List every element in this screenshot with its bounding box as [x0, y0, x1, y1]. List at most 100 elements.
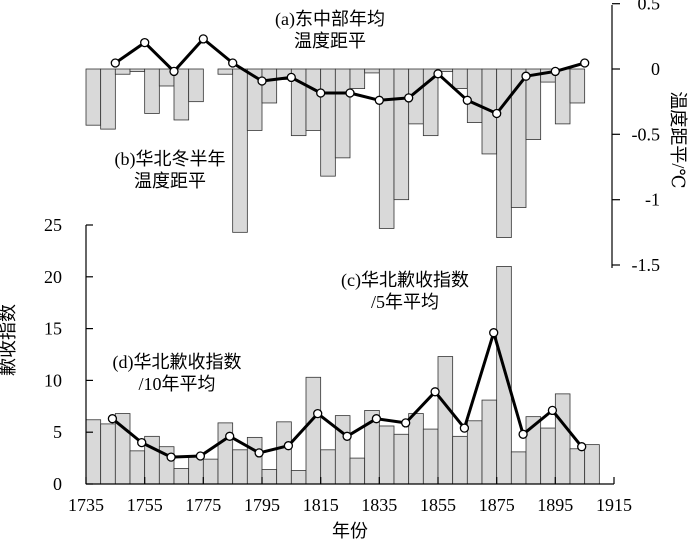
panel-c-point: [107, 414, 118, 424]
harvest-tick-label: 10: [44, 370, 62, 390]
panel-b-bar: [496, 68, 512, 238]
panel-b-bar: [569, 68, 586, 104]
panel-c-point: [547, 405, 558, 416]
panel-d-bar: [276, 421, 292, 485]
panel-b-bar: [114, 68, 131, 75]
panel-b-bar: [349, 68, 366, 90]
panel-d-bar: [334, 415, 351, 485]
panel-b-bar: [144, 68, 160, 114]
harvest-tick-label: 20: [44, 267, 62, 287]
year-tick-label: 1915: [596, 495, 632, 515]
panel-c-point: [430, 387, 440, 397]
panel-d-bar: [584, 444, 600, 485]
panel-b-label-2: 温度距平: [134, 171, 206, 191]
panel-d-bar: [290, 470, 307, 485]
panel-c-point: [371, 414, 382, 424]
panel-a-point: [580, 58, 590, 68]
panel-b-bar: [85, 68, 102, 126]
panel-c-point: [166, 452, 176, 462]
panel-d-bar: [378, 425, 395, 485]
panel-d-bar: [320, 449, 336, 485]
panel-d-bar: [85, 419, 102, 485]
panel-d-bar: [100, 423, 116, 485]
panel-c-point: [283, 441, 294, 451]
temperature-tick-label: 0.5: [638, 0, 661, 14]
panel-d-bar: [246, 436, 263, 485]
harvest-tick-label: 0: [53, 474, 62, 494]
harvest-axis-title: 歉收指数: [0, 304, 18, 376]
panel-b-bar: [334, 68, 351, 159]
panel-a-line: [110, 34, 590, 119]
panel-a-point: [433, 69, 443, 79]
panel-b-bar: [173, 68, 190, 121]
panel-b-bar: [466, 68, 483, 123]
panel-c-point: [401, 418, 411, 428]
panel-b-label-1: (b)华北冬半年: [115, 149, 226, 170]
year-tick-label: 1775: [185, 495, 221, 515]
temperature-tick-label: -1: [645, 190, 660, 210]
panel-d-bar: [437, 356, 454, 485]
panel-c-line: [107, 328, 587, 462]
year-tick-label: 1815: [303, 495, 339, 515]
panel-d-bar: [188, 456, 204, 485]
panel-a-point: [521, 71, 531, 81]
panel-c-label-1: (c)华北歉收指数: [341, 270, 469, 291]
harvest-tick-label: 5: [53, 422, 62, 442]
panel-d-bar: [510, 451, 527, 485]
panel-d-bar: [202, 458, 219, 485]
panel-b-bar: [320, 68, 336, 177]
panel-d-bar: [393, 433, 410, 485]
panel-a-point: [286, 72, 296, 83]
panel-c-point: [195, 451, 206, 461]
panel-b-bar: [393, 68, 410, 201]
panel-b-bar: [525, 68, 542, 140]
panel-d-bar: [232, 449, 248, 485]
panel-b-bar: [364, 68, 380, 74]
panel-d-bar: [173, 468, 190, 485]
panel-a-point: [140, 37, 150, 48]
panel-b-bar: [378, 68, 395, 229]
temperature-tick-label: -1.5: [632, 255, 661, 275]
year-tick-label: 1835: [361, 495, 397, 515]
panel-d-label-1: (d)华北歉收指数: [113, 352, 242, 373]
panel-a-point: [110, 58, 120, 68]
panel-d-bar: [569, 448, 586, 485]
panel-b-bar: [305, 68, 322, 131]
panel-d-bar: [408, 413, 424, 485]
panel-b-bar: [452, 68, 468, 90]
panel-a-point: [228, 58, 238, 68]
panel-a-point: [345, 88, 355, 98]
temperature-axis-title: 温度距平/℃: [668, 91, 688, 188]
year-tick-label: 1895: [537, 495, 573, 515]
panel-b-bar: [261, 68, 278, 104]
panel-b-bar: [422, 68, 439, 137]
panel-d-bar: [496, 266, 512, 485]
year-axis-title: 年份: [332, 521, 368, 541]
panel-d-bar: [305, 376, 322, 485]
panel-c-point: [254, 448, 264, 458]
panel-d-bar: [540, 427, 556, 485]
panel-d-bar: [466, 420, 483, 485]
panel-c-point: [489, 328, 499, 338]
panel-a-point: [404, 93, 414, 103]
harvest-tick-label: 15: [44, 319, 62, 339]
temperature-tick-label: 0: [651, 59, 660, 79]
temperature-axis-ticks: 0.5 0 -0.5 -1 -1.5: [612, 0, 660, 275]
panel-a-point: [462, 95, 472, 105]
panel-d-bar: [422, 428, 439, 485]
panel-d-bar: [129, 450, 146, 485]
panel-b-bar: [129, 68, 146, 73]
temperature-tick-label: -0.5: [632, 124, 661, 144]
panel-b-bar: [188, 68, 204, 103]
year-tick-label: 1735: [68, 495, 104, 515]
harvest-tick-label: 25: [44, 215, 62, 235]
panel-b-bar: [232, 68, 248, 233]
year-tick-label: 1875: [479, 495, 515, 515]
panel-c-point: [342, 431, 352, 441]
panel-a-point: [198, 34, 208, 44]
year-axis-ticks: 1735 1755 1775 1795 1815 1835 1855 1875 1895 1915: [68, 477, 632, 515]
panel-a-point: [316, 88, 326, 98]
panel-b-bar: [554, 68, 571, 125]
panel-c-label-2: /5年平均: [371, 292, 439, 312]
